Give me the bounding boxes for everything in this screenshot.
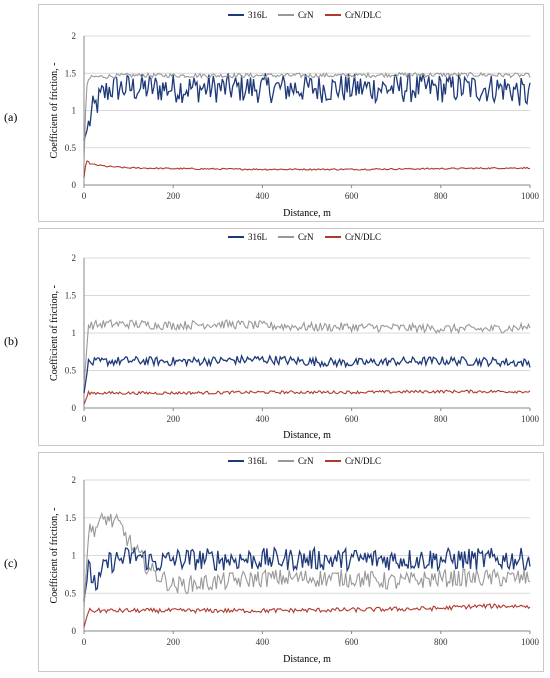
chart-1-x-axis-title: Distance, m bbox=[283, 430, 331, 441]
chart-1-y-tick-3: 1.5 bbox=[65, 291, 77, 301]
chart-0-x-tick-3: 600 bbox=[345, 191, 359, 201]
chart-1-legend-label-1: CrN bbox=[298, 232, 314, 242]
chart-1-x-tick-4: 800 bbox=[434, 414, 448, 424]
panel-label-c: (c) bbox=[4, 556, 18, 570]
chart-0-y-tick-2: 1 bbox=[72, 106, 77, 116]
chart-1-y-tick-2: 1 bbox=[72, 328, 77, 338]
chart-2-series-crn bbox=[83, 511, 531, 609]
chart-2-y-tick-4: 2 bbox=[72, 475, 77, 485]
chart-0-y-tick-0: 0 bbox=[72, 180, 77, 190]
chart-0-series-316l bbox=[83, 72, 531, 141]
chart-2-series-316l bbox=[83, 545, 531, 601]
chart-0-y-tick-4: 2 bbox=[72, 31, 77, 41]
chart-0-series-crn-dlc bbox=[83, 160, 531, 178]
chart-1-y-tick-4: 2 bbox=[72, 253, 77, 263]
chart-2-x-tick-4: 800 bbox=[434, 637, 448, 647]
chart-2-x-tick-3: 600 bbox=[345, 637, 359, 647]
chart-0-x-tick-5: 1000 bbox=[521, 191, 540, 201]
chart-2-y-tick-3: 1.5 bbox=[65, 513, 77, 523]
chart-2-x-tick-0: 0 bbox=[82, 637, 87, 647]
chart-1-y-tick-1: 0.5 bbox=[65, 366, 77, 376]
chart-2-legend-label-2: CrN/DLC bbox=[345, 456, 381, 466]
chart-1-y-tick-0: 0 bbox=[72, 403, 77, 413]
chart-1-x-tick-0: 0 bbox=[82, 414, 87, 424]
chart-2-legend-label-0: 316L bbox=[248, 456, 267, 466]
chart-0-x-tick-1: 200 bbox=[166, 191, 180, 201]
chart-1-x-tick-1: 200 bbox=[166, 414, 180, 424]
chart-2-x-tick-5: 1000 bbox=[521, 637, 540, 647]
chart-0-y-tick-1: 0.5 bbox=[65, 143, 77, 153]
chart-2-legend-label-1: CrN bbox=[298, 456, 314, 466]
chart-2-x-axis-title: Distance, m bbox=[283, 654, 331, 665]
chart-2-y-axis-title: Coefficient of friction, - bbox=[49, 508, 60, 604]
chart-0-x-tick-0: 0 bbox=[82, 191, 87, 201]
chart-0-legend-label-1: CrN bbox=[298, 10, 314, 20]
chart-0-legend-label-2: CrN/DLC bbox=[345, 10, 381, 20]
chart-0-x-tick-2: 400 bbox=[256, 191, 270, 201]
chart-2-x-tick-2: 400 bbox=[256, 637, 270, 647]
chart-2-series-crn-dlc bbox=[83, 602, 531, 628]
chart-1-x-tick-5: 1000 bbox=[521, 414, 540, 424]
panel-a-frame bbox=[38, 4, 544, 222]
panel-label-b: (b) bbox=[4, 334, 18, 348]
chart-0-x-tick-4: 800 bbox=[434, 191, 448, 201]
chart-0-x-axis-title: Distance, m bbox=[283, 208, 331, 219]
chart-0-y-axis-title: Coefficient of friction, - bbox=[49, 63, 60, 159]
panel-b-frame bbox=[38, 228, 544, 446]
chart-2-x-tick-1: 200 bbox=[166, 637, 180, 647]
chart-1-series-crn-dlc bbox=[83, 389, 531, 405]
chart-1-x-tick-2: 400 bbox=[256, 414, 270, 424]
chart-1-legend-label-2: CrN/DLC bbox=[345, 232, 381, 242]
chart-1-x-tick-3: 600 bbox=[345, 414, 359, 424]
chart-0-series-crn bbox=[83, 71, 531, 163]
chart-2-y-tick-0: 0 bbox=[72, 626, 77, 636]
chart-1-legend-label-0: 316L bbox=[248, 232, 267, 242]
chart-1-y-axis-title: Coefficient of friction, - bbox=[49, 285, 60, 381]
chart-0-y-tick-3: 1.5 bbox=[65, 68, 77, 78]
chart-1-series-316l bbox=[83, 353, 531, 394]
chart-0-legend-label-0: 316L bbox=[248, 10, 267, 20]
chart-2-y-tick-1: 0.5 bbox=[65, 588, 77, 598]
panel-label-a: (a) bbox=[4, 110, 18, 124]
chart-2-y-tick-2: 1 bbox=[72, 551, 77, 561]
chart-1-series-crn bbox=[83, 318, 531, 386]
